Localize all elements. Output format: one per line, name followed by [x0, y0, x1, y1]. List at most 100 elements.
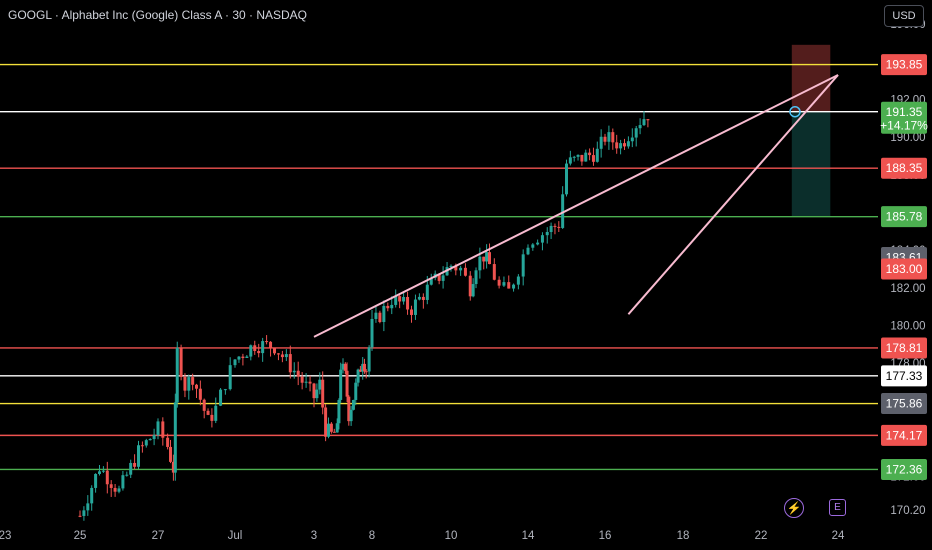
- candle-body: [364, 371, 368, 373]
- currency-button[interactable]: USD: [884, 5, 924, 27]
- candle-body: [276, 353, 280, 355]
- candle-body: [576, 154, 580, 157]
- candle-body: [540, 235, 544, 243]
- price-label: 175.86: [886, 397, 923, 411]
- y-tick-label: 170.20: [890, 505, 925, 517]
- candle-body: [117, 488, 121, 492]
- candle-body: [370, 318, 374, 348]
- candle-body: [565, 163, 568, 195]
- candle-body: [206, 410, 210, 415]
- candle-body: [568, 157, 572, 164]
- price-label: 172.36: [886, 462, 923, 476]
- candle-body: [553, 225, 557, 227]
- candle-body: [265, 341, 269, 343]
- price-change-label: +14.17%: [880, 119, 928, 133]
- candle-body: [526, 247, 530, 255]
- candle-body: [195, 384, 198, 389]
- candle-body: [349, 409, 353, 422]
- x-tick-label: 23: [0, 530, 11, 542]
- candle-body: [626, 141, 630, 147]
- candle-body: [488, 252, 491, 265]
- candle-body: [300, 376, 304, 383]
- lightning-icon[interactable]: ⚡: [784, 498, 804, 518]
- candle-body: [327, 423, 330, 437]
- x-tick-label: 10: [445, 530, 458, 542]
- candle-body: [378, 312, 382, 323]
- candle-body: [536, 242, 540, 245]
- x-tick-label: 8: [369, 530, 375, 542]
- candle-body: [584, 152, 588, 162]
- candle-body: [362, 363, 366, 372]
- x-tick-label: 3: [311, 530, 317, 542]
- candle-body: [441, 275, 445, 281]
- candle-body: [421, 296, 425, 300]
- price-label: 183.00: [886, 262, 923, 276]
- candle-body: [105, 470, 109, 485]
- price-labels: 183.61183.00193.85191.35+14.17%188.35185…: [880, 54, 928, 480]
- candle-body: [129, 462, 133, 475]
- candle-body: [502, 282, 506, 286]
- candle-body: [337, 399, 341, 424]
- candle-body: [402, 296, 406, 302]
- price-label-bg: [881, 458, 927, 480]
- candle-body: [437, 273, 441, 281]
- candle-body: [241, 356, 245, 358]
- candle-body: [223, 389, 227, 391]
- candle-body: [599, 136, 603, 149]
- price-label-bg: [881, 101, 927, 134]
- candle-body: [148, 439, 152, 441]
- candle-body: [390, 304, 394, 309]
- price-label-bg: [881, 206, 927, 228]
- candle-body: [351, 399, 355, 410]
- candle-body: [329, 423, 333, 432]
- last-price-marker: [789, 105, 801, 118]
- candle-body: [245, 356, 249, 358]
- candle-body: [179, 347, 183, 377]
- candle-body: [288, 354, 292, 373]
- x-tick-label: 18: [677, 530, 690, 542]
- candle-body: [611, 132, 615, 143]
- candle-body: [339, 369, 343, 400]
- horizontal-levels: [0, 63, 878, 471]
- price-label-bg: [881, 258, 927, 280]
- candle-body: [187, 377, 191, 391]
- y-tick-label: 190.00: [890, 132, 925, 144]
- candle-body: [595, 148, 599, 162]
- candle-body: [345, 370, 349, 397]
- candle-body: [332, 431, 336, 433]
- candle-body: [634, 128, 638, 138]
- candle-body: [304, 381, 308, 383]
- candle-body: [308, 381, 312, 384]
- candle-body: [429, 277, 433, 285]
- candle-body: [398, 296, 402, 302]
- candle-body: [549, 225, 553, 233]
- candle-body: [183, 376, 187, 391]
- price-label: 174.17: [886, 428, 923, 442]
- candle-body: [630, 137, 634, 142]
- earnings-icon[interactable]: E: [829, 499, 846, 516]
- candle-body: [321, 379, 325, 408]
- candle-body: [318, 379, 322, 390]
- candle-body: [561, 194, 565, 228]
- candle-body: [382, 305, 386, 323]
- candle-body: [545, 232, 549, 236]
- candle-body: [292, 370, 296, 373]
- price-label-bg: [881, 157, 927, 179]
- candle-body: [161, 421, 165, 438]
- price-label: 177.33: [886, 369, 923, 383]
- candle-body: [588, 152, 592, 156]
- candle-body: [638, 125, 642, 129]
- price-label-bg: [881, 365, 927, 387]
- candle-body: [280, 354, 284, 358]
- candle-body: [367, 347, 371, 372]
- y-tick-label: 182.00: [890, 283, 925, 295]
- candle-body: [269, 341, 273, 349]
- price-label: 193.85: [886, 58, 923, 72]
- candle-body: [237, 356, 241, 360]
- candle-body: [324, 407, 328, 437]
- candle-body: [210, 414, 214, 421]
- price-label: 185.78: [886, 210, 923, 224]
- x-tick-label: 14: [522, 530, 535, 542]
- candle-body: [361, 363, 365, 372]
